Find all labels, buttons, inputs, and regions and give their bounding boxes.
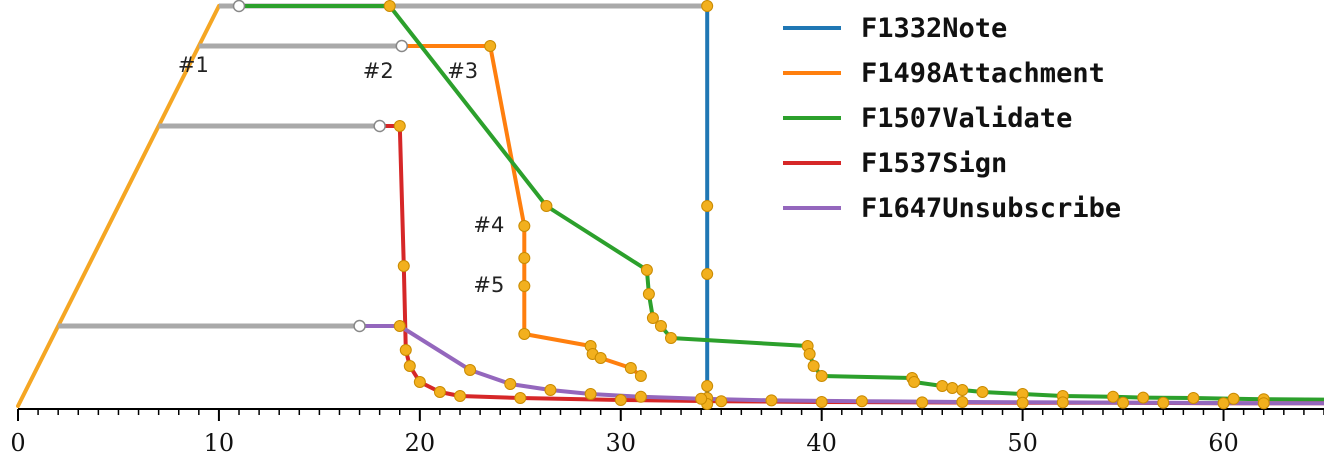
annotation-label: #5: [473, 273, 504, 297]
data-point: [765, 394, 778, 407]
data-point: [403, 360, 416, 372]
x-tick-label: 10: [204, 429, 235, 457]
data-point: [433, 386, 446, 398]
data-point: [1227, 392, 1240, 405]
series-line-4: [359, 324, 1324, 406]
data-point: [701, 268, 714, 280]
x-tick-label: 0: [10, 429, 25, 457]
annotation-label: #3: [447, 59, 478, 83]
data-point: [1187, 392, 1200, 404]
data-point: [518, 280, 531, 292]
legend-label: F1507Validate: [861, 103, 1072, 134]
legend-label: F1332Note: [861, 13, 1007, 44]
data-point: [1137, 391, 1150, 404]
legend-label: F1647Unsubscribe: [861, 193, 1121, 224]
ramp-layer: [16, 4, 221, 408]
gray-segment-layer: [58, 3, 708, 329]
data-point: [956, 396, 969, 408]
series-line-1: [401, 44, 643, 378]
data-point: [976, 386, 989, 398]
data-point: [594, 352, 607, 364]
legend-label: F1498Attachment: [861, 58, 1105, 89]
x-tick-label: 30: [605, 429, 636, 457]
data-point: [1117, 396, 1130, 409]
data-point: [1107, 390, 1120, 403]
x-tick-label: 40: [806, 429, 837, 457]
annotation-label: #4: [473, 213, 504, 237]
annotation-label: #2: [363, 59, 394, 83]
data-point: [715, 395, 728, 408]
annotation-layer: #1 #2 #3 #4 #5: [178, 53, 504, 297]
open-marker: [373, 119, 386, 133]
data-point: [399, 344, 412, 356]
data-point: [1056, 396, 1069, 409]
data-point: [908, 376, 921, 388]
data-point: [815, 396, 828, 408]
data-point: [646, 312, 659, 324]
open-marker: [232, 0, 246, 13]
data-point: [642, 288, 655, 300]
data-point: [584, 388, 597, 400]
data-point: [956, 384, 969, 396]
data-point: [803, 348, 816, 360]
data-point: [518, 328, 531, 340]
series-line-3: [379, 124, 1324, 406]
data-point: [454, 390, 467, 402]
data-point: [701, 380, 714, 392]
data-point: [464, 364, 477, 376]
data-point: [1016, 396, 1029, 409]
legend-label: F1537Sign: [861, 148, 1007, 179]
data-point: [518, 220, 531, 232]
marker-layer: [232, 0, 1270, 410]
data-point: [1157, 396, 1170, 409]
data-point: [701, 200, 714, 212]
data-point: [383, 0, 396, 12]
data-point: [916, 396, 929, 409]
x-tick-label: 20: [405, 429, 436, 457]
data-point: [815, 370, 828, 382]
data-point: [634, 370, 647, 382]
ramp-line: [16, 4, 221, 408]
data-point: [413, 376, 426, 388]
x-tick-label: 60: [1208, 429, 1239, 457]
data-point: [393, 120, 406, 132]
open-marker: [353, 319, 366, 333]
data-point: [504, 378, 517, 390]
data-point: [518, 252, 531, 264]
data-point: [484, 40, 497, 52]
annotation-label: #1: [178, 53, 209, 77]
data-point: [397, 260, 410, 272]
data-point: [936, 380, 949, 392]
x-tick-label: 50: [1007, 429, 1038, 457]
open-marker: [395, 39, 409, 53]
data-point: [393, 320, 406, 332]
data-point: [1257, 397, 1270, 410]
data-point: [614, 394, 627, 406]
data-point: [807, 360, 820, 372]
data-point: [544, 384, 557, 396]
data-point: [855, 395, 868, 408]
data-point: [624, 362, 637, 374]
x-axis: 0 10 20 30 40 50 60: [10, 408, 1324, 457]
data-point: [665, 332, 677, 344]
data-point: [701, 0, 714, 12]
series-layer: [239, 4, 1324, 406]
data-point: [634, 390, 647, 403]
data-point: [654, 320, 667, 332]
data-point: [640, 264, 653, 276]
legend: F1332Note F1498Attachment F1507Validate F15…: [783, 13, 1121, 224]
data-point: [946, 382, 959, 394]
data-point: [695, 392, 708, 405]
data-point: [540, 200, 553, 212]
data-point: [514, 392, 527, 404]
data-point: [1217, 397, 1230, 410]
